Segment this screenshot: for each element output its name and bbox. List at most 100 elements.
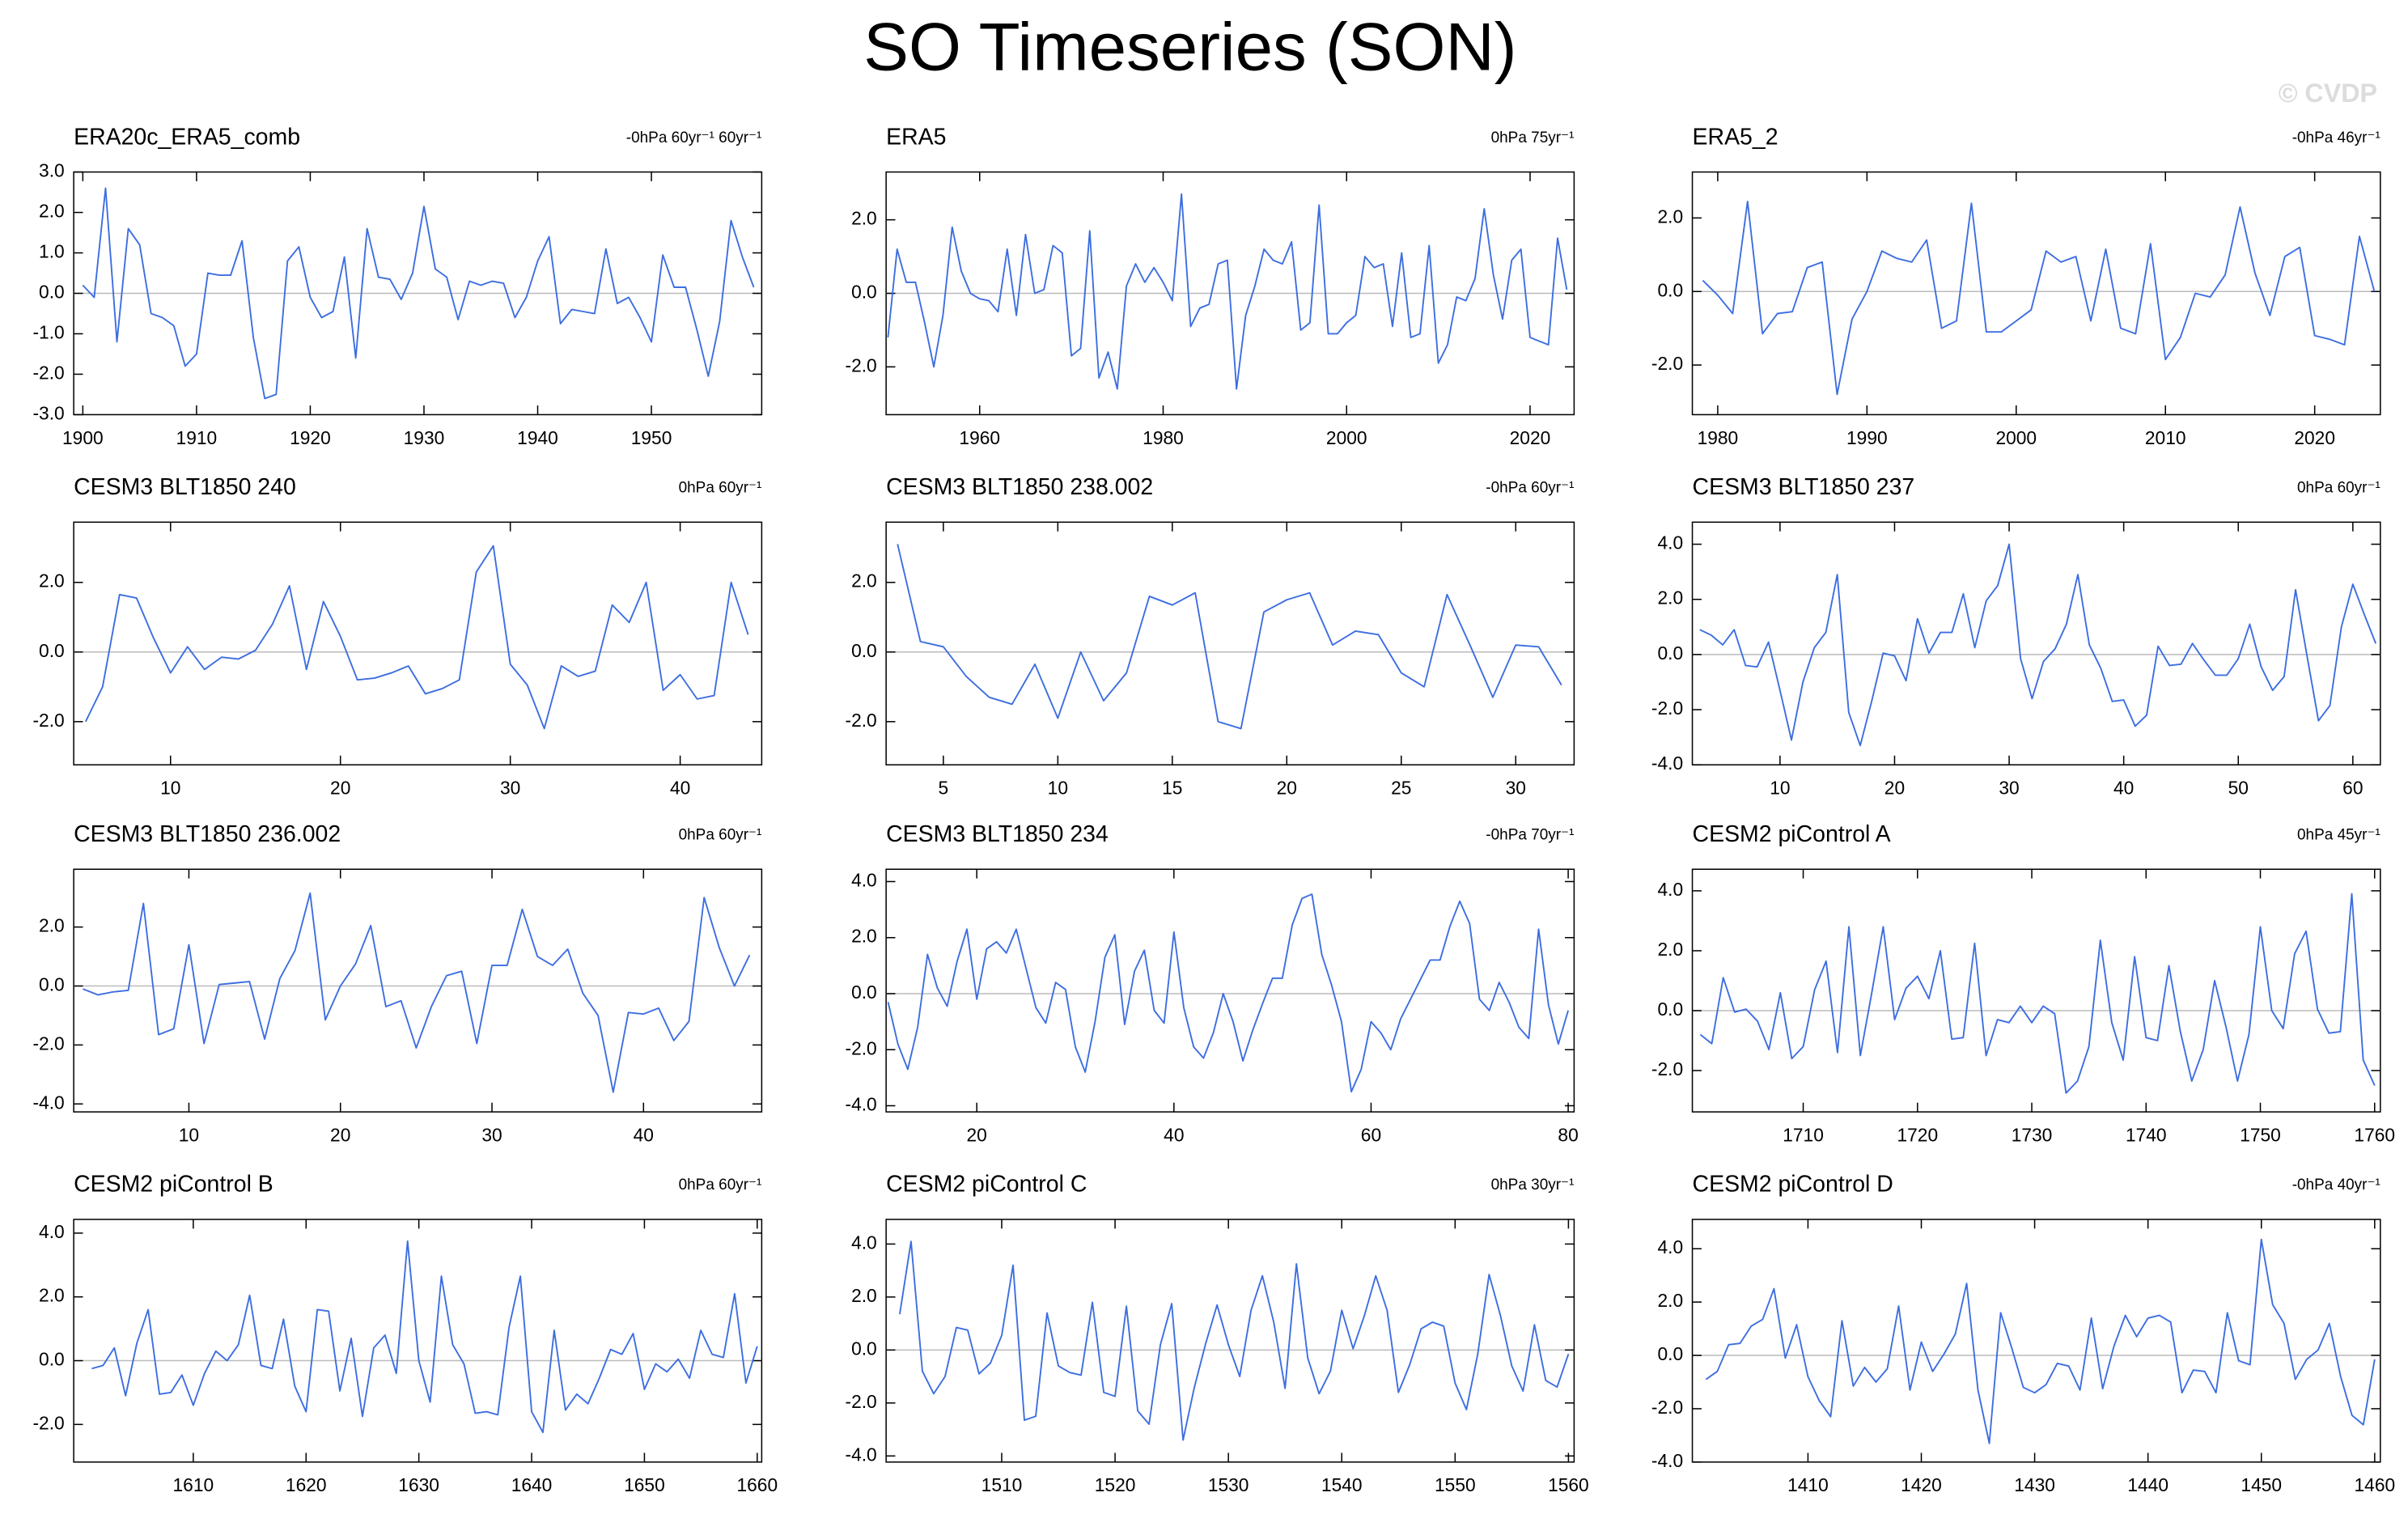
y-tick-label: 4.0 bbox=[1658, 879, 1684, 900]
x-tick-label: 40 bbox=[634, 1124, 654, 1145]
y-tick-label: 4.0 bbox=[1658, 1236, 1684, 1257]
x-tick-label: 25 bbox=[1391, 778, 1411, 799]
x-tick-label: 40 bbox=[670, 778, 690, 799]
panel: CESM3 BLT1850 234 -0hPa 70yr⁻¹ -4.0 -2.0 0.0… bbox=[846, 821, 1579, 1145]
panel-title: CESM3 BLT1850 234 bbox=[886, 821, 1109, 847]
panel: ERA5 0hPa 75yr⁻¹ -2.0 0.0 2.0 1960 1980 2000 202… bbox=[846, 124, 1575, 448]
x-tick-label: 40 bbox=[2113, 778, 2134, 799]
y-tick-label: -3.0 bbox=[32, 402, 64, 423]
x-tick-label: 1740 bbox=[2126, 1124, 2167, 1145]
plot-frame bbox=[73, 1219, 763, 1463]
x-tick-label: 1610 bbox=[173, 1474, 214, 1495]
y-tick-label: 2.0 bbox=[39, 915, 65, 936]
x-tick-label: 1550 bbox=[1435, 1474, 1476, 1495]
plot-frame bbox=[1691, 171, 2381, 416]
x-tick-label: 30 bbox=[500, 778, 520, 799]
y-tick-label: -2.0 bbox=[1651, 698, 1683, 719]
panel-title: ERA20c_ERA5_comb bbox=[74, 124, 300, 150]
series-line bbox=[887, 193, 1568, 390]
series-line bbox=[1702, 200, 2376, 396]
y-tick-label: -2.0 bbox=[32, 1033, 64, 1054]
y-tick-label: -2.0 bbox=[846, 710, 877, 731]
y-tick-label: -4.0 bbox=[1651, 753, 1683, 774]
x-tick-label: 1620 bbox=[286, 1474, 327, 1495]
panel: ERA20c_ERA5_comb -0hPa 60yr⁻¹ 60yr⁻¹ -3.0 -… bbox=[32, 124, 763, 448]
panel-title: CESM3 BLT1850 238.002 bbox=[886, 474, 1153, 500]
panel: ERA5_2 -0hPa 46yr⁻¹ -2.0 0.0 2.0 1980 1990 2000… bbox=[1651, 124, 2381, 448]
x-tick-label: 20 bbox=[1277, 778, 1297, 799]
y-tick-label: 0.0 bbox=[39, 282, 65, 303]
panel-annotation: -0hPa 60yr⁻¹ bbox=[1486, 480, 1574, 497]
x-tick-label: 30 bbox=[1506, 778, 1526, 799]
x-tick-label: 1660 bbox=[736, 1474, 778, 1495]
y-tick-label: -2.0 bbox=[1651, 353, 1683, 374]
y-tick-label: 2.0 bbox=[39, 570, 65, 592]
x-tick-label: 10 bbox=[1770, 778, 1790, 799]
x-tick-label: 10 bbox=[179, 1124, 199, 1145]
panel: CESM3 BLT1850 236.002 0hPa 60yr⁻¹ -4.0 -2.0… bbox=[32, 821, 763, 1145]
y-tick-label: -2.0 bbox=[846, 354, 877, 375]
x-tick-label: 1460 bbox=[2354, 1474, 2395, 1495]
series-line bbox=[91, 1240, 758, 1434]
x-tick-label: 20 bbox=[1884, 778, 1905, 799]
plot-frame bbox=[1691, 521, 2381, 765]
plot-frame bbox=[885, 1219, 1575, 1463]
y-tick-label: 2.0 bbox=[851, 926, 877, 947]
series-line bbox=[897, 544, 1562, 730]
y-tick-label: 3.0 bbox=[39, 160, 65, 181]
series-line bbox=[899, 1240, 1570, 1441]
x-tick-label: 60 bbox=[2342, 778, 2363, 799]
x-tick-label: 1450 bbox=[2241, 1474, 2282, 1495]
y-tick-label: -2.0 bbox=[846, 1037, 877, 1058]
y-tick-label: 0.0 bbox=[39, 974, 65, 995]
panel-annotation: 0hPa 30yr⁻¹ bbox=[1491, 1177, 1575, 1194]
x-tick-label: 1930 bbox=[404, 427, 445, 448]
panel: CESM2 piControl C 0hPa 30yr⁻¹ -4.0 -2.0 0.0 2… bbox=[846, 1172, 1589, 1495]
panel-title: CESM2 piControl A bbox=[1693, 821, 1891, 847]
y-tick-label: 0.0 bbox=[1658, 1343, 1684, 1364]
x-tick-label: 1980 bbox=[1143, 427, 1184, 448]
x-tick-label: 10 bbox=[160, 778, 180, 799]
x-tick-label: 2020 bbox=[1510, 427, 1551, 448]
x-tick-label: 40 bbox=[1164, 1124, 1184, 1145]
panel-annotation: 0hPa 60yr⁻¹ bbox=[679, 826, 762, 843]
panel: CESM2 piControl A 0hPa 45yr⁻¹ -2.0 0.0 2.0 4.… bbox=[1651, 821, 2395, 1145]
panel-title: CESM3 BLT1850 236.002 bbox=[74, 821, 341, 847]
panel-annotation: 0hPa 45yr⁻¹ bbox=[2297, 826, 2380, 843]
panel-annotation: 0hPa 60yr⁻¹ bbox=[679, 1177, 762, 1194]
y-tick-label: -2.0 bbox=[32, 710, 64, 731]
plot-frame bbox=[73, 521, 763, 765]
x-tick-label: 1440 bbox=[2127, 1474, 2168, 1495]
x-tick-label: 30 bbox=[1999, 778, 2019, 799]
x-tick-label: 1980 bbox=[1698, 427, 1739, 448]
panel-title: CESM3 BLT1850 237 bbox=[1693, 474, 1915, 500]
x-tick-label: 1730 bbox=[2012, 1124, 2053, 1145]
panel-annotation: 0hPa 60yr⁻¹ bbox=[679, 480, 762, 497]
y-tick-label: 2.0 bbox=[1658, 1290, 1684, 1311]
y-tick-label: 2.0 bbox=[851, 570, 877, 592]
y-tick-label: 0.0 bbox=[1658, 642, 1684, 664]
y-tick-label: -2.0 bbox=[1651, 1397, 1683, 1418]
x-tick-label: 2000 bbox=[1326, 427, 1367, 448]
panel-title: CESM3 BLT1850 240 bbox=[74, 474, 296, 500]
panel: CESM3 BLT1850 240 0hPa 60yr⁻¹ -2.0 0.0 2.0 10… bbox=[32, 474, 763, 799]
y-tick-label: 2.0 bbox=[851, 1285, 877, 1306]
x-tick-label: 1650 bbox=[624, 1474, 665, 1495]
y-tick-label: 0.0 bbox=[39, 640, 65, 661]
y-tick-label: 4.0 bbox=[1658, 532, 1684, 553]
x-tick-label: 1920 bbox=[290, 427, 331, 448]
panel: CESM2 piControl B 0hPa 60yr⁻¹ -2.0 0.0 2.0 4.… bbox=[32, 1172, 778, 1495]
x-tick-label: 1410 bbox=[1787, 1474, 1829, 1495]
panel-annotation: 0hPa 75yr⁻¹ bbox=[1491, 129, 1575, 146]
y-tick-label: 0.0 bbox=[39, 1349, 65, 1370]
y-tick-label: -4.0 bbox=[846, 1444, 877, 1465]
plot-frame bbox=[885, 868, 1575, 1113]
x-tick-label: 1960 bbox=[959, 427, 1000, 448]
series-line bbox=[1699, 893, 2376, 1094]
panel-title: CESM2 piControl B bbox=[74, 1172, 273, 1198]
y-tick-label: -2.0 bbox=[32, 1412, 64, 1433]
plot-frame bbox=[73, 868, 763, 1113]
x-tick-label: 10 bbox=[1048, 778, 1068, 799]
series-line bbox=[1705, 1238, 2376, 1444]
